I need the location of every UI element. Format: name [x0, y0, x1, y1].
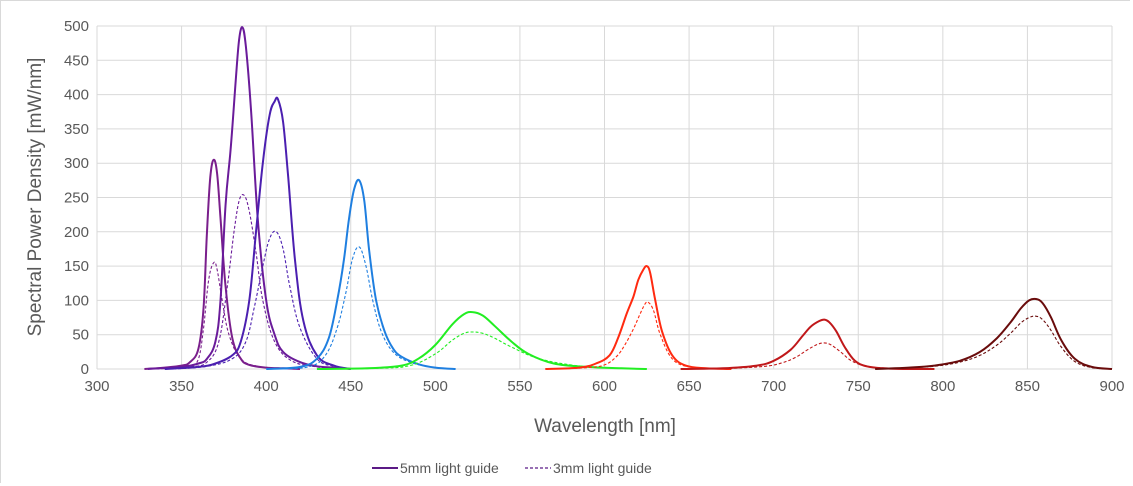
- x-axis-title: Wavelength [nm]: [534, 416, 676, 437]
- series-line-5-dashed: [173, 230, 351, 370]
- series-line-10-solid: [545, 264, 732, 370]
- y-tick-label: 50: [72, 327, 89, 344]
- series-line-3-dashed: [156, 194, 343, 370]
- x-tick-label: 700: [761, 378, 786, 395]
- x-tick-label: 650: [677, 378, 702, 395]
- series-line-6-solid: [266, 178, 456, 370]
- x-tick-label: 450: [338, 378, 363, 395]
- y-tick-label: 400: [64, 87, 89, 104]
- series-line-9-dashed: [325, 331, 647, 370]
- series-line-11-dashed: [553, 301, 732, 370]
- series-line-13-dashed: [689, 342, 935, 370]
- x-tick-label: 900: [1099, 378, 1124, 395]
- y-axis-title: Spectral Power Density [mW/nm]: [25, 58, 46, 337]
- x-tick-label: 400: [254, 378, 279, 395]
- series-line-7-dashed: [274, 246, 456, 370]
- x-tick-label: 300: [84, 378, 109, 395]
- y-tick-label: 300: [64, 155, 89, 172]
- x-tick-label: 750: [846, 378, 871, 395]
- x-tick-label: 350: [169, 378, 194, 395]
- x-tick-label: 500: [423, 378, 448, 395]
- series-line-2-solid: [147, 26, 351, 370]
- tick-labels: 0 50 100 150 200 250 300 350 400 450 500 300 350 400 4…: [64, 18, 1125, 395]
- series-line-4-solid: [164, 96, 351, 370]
- y-tick-label: 350: [64, 121, 89, 138]
- x-tick-label: 850: [1015, 378, 1040, 395]
- y-tick-label: 250: [64, 190, 89, 207]
- legend-label-5mm: 5mm light guide: [400, 460, 499, 476]
- series-line-14-solid: [875, 297, 1113, 370]
- y-tick-label: 450: [64, 52, 89, 69]
- x-tick-label: 800: [930, 378, 955, 395]
- x-tick-label: 600: [592, 378, 617, 395]
- series-line-12-solid: [680, 318, 935, 371]
- series-line-8-solid: [316, 310, 647, 370]
- legend-label-3mm: 3mm light guide: [553, 460, 652, 476]
- series-line-0-solid: [144, 158, 301, 370]
- x-tick-label: 550: [507, 378, 532, 395]
- legend: 5mm light guide 3mm light guide: [372, 460, 652, 476]
- y-tick-label: 500: [64, 18, 89, 35]
- y-tick-label: 200: [64, 224, 89, 241]
- y-tick-label: 100: [64, 292, 89, 309]
- y-tick-label: 0: [81, 361, 89, 378]
- grid: [96, 25, 1113, 370]
- series-layer: [144, 26, 1113, 371]
- series-line-15-dashed: [875, 315, 1113, 370]
- y-tick-label: 150: [64, 258, 89, 275]
